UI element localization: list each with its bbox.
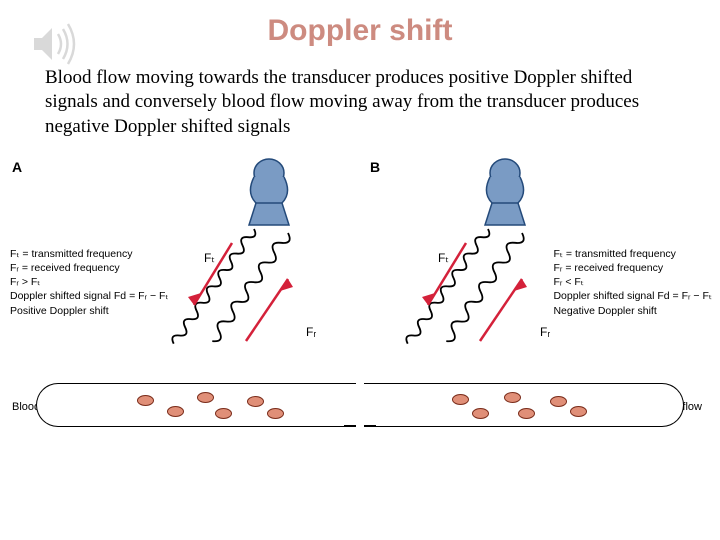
blood-cell [167,406,184,417]
fr-wave-a [192,221,356,391]
legend-line: Doppler shifted signal Fd = Fᵣ − Fₜ [10,289,169,303]
vessel-a [36,383,356,427]
vessel-b [364,383,684,427]
blood-cell [472,408,489,419]
blood-cell [197,392,214,403]
blood-cell [504,392,521,403]
blood-cell [247,396,264,407]
blood-cell [137,395,154,406]
blood-cell [215,408,232,419]
panel-b: B Fₜ = transmitted frequency Fᵣ = receiv… [364,155,714,455]
blood-cell [570,406,587,417]
blood-cell [550,396,567,407]
blood-cell [267,408,284,419]
legend-line: Positive Doppler shift [10,304,169,318]
legend-line: Fₜ = transmitted frequency [10,247,169,261]
legend-line: Fᵣ > Fₜ [10,275,169,289]
diagram-container: A Fₜ = transmitted frequency Fᵣ = receiv… [0,149,720,455]
speaker-icon [30,20,80,73]
fr-wave-b [426,221,596,391]
body-text: Blood flow moving towards the transducer… [0,48,720,149]
blood-cell [518,408,535,419]
panel-b-label: B [370,159,380,175]
fr-label-b: Fᵣ [540,325,550,339]
panel-a-legend: Fₜ = transmitted frequency Fᵣ = received… [10,247,169,318]
fr-label-a: Fᵣ [306,325,316,339]
legend-line: Fᵣ = received frequency [10,261,169,275]
panel-a: A Fₜ = transmitted frequency Fᵣ = receiv… [6,155,356,455]
panel-a-label: A [12,159,22,175]
page-title: Doppler shift [0,0,720,48]
blood-cell [452,394,469,405]
